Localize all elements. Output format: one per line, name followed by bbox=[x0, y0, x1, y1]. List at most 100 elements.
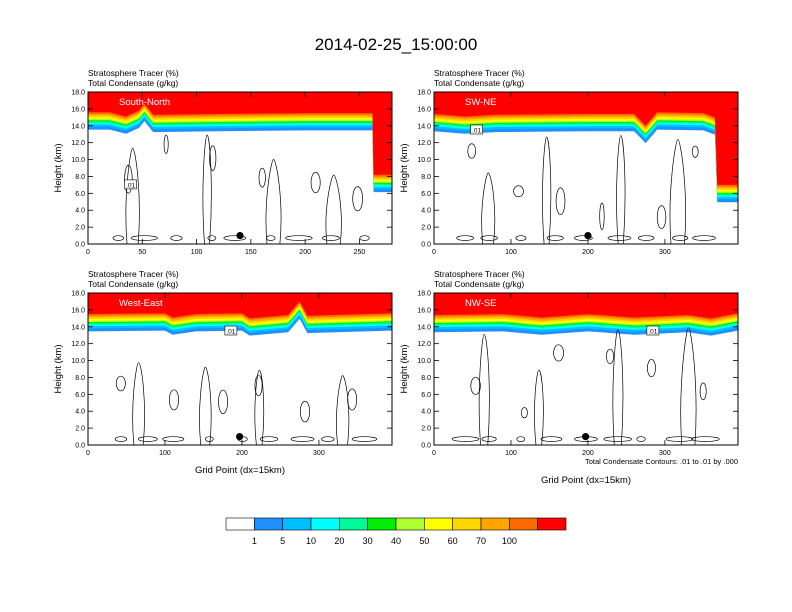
contour-blob bbox=[540, 436, 563, 442]
colorbar-swatch bbox=[282, 517, 312, 531]
colorbar-swatch bbox=[509, 517, 538, 531]
contour-column bbox=[481, 172, 496, 244]
x-tick-label: 200 bbox=[582, 249, 594, 256]
contour-cell bbox=[299, 400, 311, 423]
contour-label: .01 bbox=[226, 329, 235, 336]
y-tick-label: 10.0 bbox=[71, 358, 85, 365]
contour-column bbox=[132, 362, 145, 445]
y-tick-label: 16.0 bbox=[417, 307, 431, 314]
panel-title-line2: Total Condensate (g/kg) bbox=[434, 279, 524, 289]
plot-frame bbox=[433, 292, 739, 446]
x-tick-label: 200 bbox=[582, 450, 594, 457]
contour-cell bbox=[605, 348, 615, 364]
contour-blob bbox=[692, 235, 716, 241]
contour-label-box bbox=[124, 179, 137, 190]
x-tick-label: 0 bbox=[432, 450, 436, 457]
contour-blob bbox=[112, 235, 125, 241]
contour-blob bbox=[321, 436, 335, 442]
tracer-band-0 bbox=[434, 293, 738, 319]
colorbar-swatch bbox=[452, 517, 482, 531]
y-tick-label: 2.0 bbox=[421, 225, 431, 232]
y-tick-label: 6.0 bbox=[421, 392, 431, 399]
colorbar-label: 10 bbox=[306, 536, 316, 546]
contour-cell bbox=[254, 375, 263, 397]
y-tick-label: 8.0 bbox=[421, 174, 431, 181]
contour-cell bbox=[258, 167, 266, 188]
plot-frame bbox=[87, 91, 393, 245]
contour-label-box bbox=[470, 124, 483, 135]
y-tick-label: 4.0 bbox=[75, 409, 85, 416]
contour-label: .01 bbox=[472, 128, 481, 135]
contour-blob bbox=[603, 436, 633, 442]
y-tick-label: 16.0 bbox=[71, 307, 85, 314]
contour-column bbox=[254, 369, 265, 445]
location-marker bbox=[236, 231, 244, 240]
colorbar-swatch bbox=[225, 517, 255, 531]
y-tick-label: 2.0 bbox=[421, 426, 431, 433]
contour-blob bbox=[290, 436, 315, 442]
condensate-contours bbox=[114, 362, 378, 445]
x-tick-label: 100 bbox=[159, 450, 171, 457]
y-axis-label: Height (km) bbox=[399, 344, 410, 393]
contour-cell bbox=[647, 359, 656, 378]
figure-title: 2014-02-25_15:00:00 bbox=[315, 35, 478, 54]
contour-blob bbox=[607, 235, 632, 241]
contour-blob bbox=[114, 436, 128, 442]
tracer-band-0 bbox=[88, 293, 392, 319]
contour-blob bbox=[162, 436, 185, 442]
contour-blob bbox=[638, 235, 655, 241]
y-tick-label: 12.0 bbox=[71, 341, 85, 348]
contour-cell bbox=[209, 145, 217, 172]
y-tick-label: 4.0 bbox=[421, 208, 431, 215]
tracer-shading bbox=[88, 293, 392, 336]
contour-cell bbox=[470, 376, 481, 395]
contour-cell bbox=[347, 388, 358, 411]
colorbar-label: 5 bbox=[280, 536, 285, 546]
colorbar: 1 5 10 20 30 40 50 60 70 100 bbox=[225, 517, 567, 546]
y-tick-label: 0.0 bbox=[421, 242, 431, 249]
y-tick-label: 0.0 bbox=[421, 443, 431, 450]
panel-title-line1: Stratosphere Tracer (%) bbox=[434, 68, 525, 78]
contour-blob bbox=[451, 436, 480, 442]
y-tick-label: 12.0 bbox=[71, 140, 85, 147]
tracer-band-1 bbox=[434, 92, 738, 187]
x-tick-label: 0 bbox=[432, 249, 436, 256]
y-tick-label: 18.0 bbox=[71, 90, 85, 97]
contour-cell bbox=[553, 344, 564, 362]
panel-title-line2: Total Condensate (g/kg) bbox=[88, 279, 178, 289]
contour-column bbox=[199, 366, 212, 445]
panel-south-north: .01 0.0 2.0 4.0 6.0 8.0 10.0 12.0 14.0 16.0 18.0 0 5… bbox=[53, 68, 393, 256]
y-tick-label: 16.0 bbox=[71, 106, 85, 113]
y-tick-label: 14.0 bbox=[71, 123, 85, 130]
panel-west-east: .01 0.0 2.0 4.0 6.0 8.0 10.0 12.0 14.0 16.0 18.0 0 1… bbox=[53, 269, 393, 476]
contour-note: Total Condensate Contours: .01 to .01 by… bbox=[585, 457, 738, 466]
contour-blob bbox=[359, 235, 370, 241]
x-tick-label: 200 bbox=[236, 450, 248, 457]
y-tick-label: 2.0 bbox=[75, 426, 85, 433]
panel-direction-label: SW-NE bbox=[465, 97, 497, 108]
tracer-band-0 bbox=[434, 92, 738, 185]
y-tick-label: 12.0 bbox=[417, 140, 431, 147]
x-tick-label: 300 bbox=[313, 450, 325, 457]
contour-column bbox=[125, 147, 140, 244]
x-tick-label: 300 bbox=[659, 450, 671, 457]
x-axis-label: Grid Point (dx=15km) bbox=[195, 465, 285, 476]
colorbar-label: 40 bbox=[391, 536, 401, 546]
contour-blob bbox=[351, 436, 378, 442]
contour-blob bbox=[516, 436, 526, 442]
contour-column bbox=[478, 333, 490, 445]
colorbar-swatch bbox=[395, 517, 425, 531]
contour-blob bbox=[515, 235, 527, 241]
colorbar-label: 60 bbox=[448, 536, 458, 546]
panel-direction-label: South-North bbox=[119, 97, 170, 108]
panel-sw-ne: .01 0.0 2.0 4.0 6.0 8.0 10.0 12.0 14.0 16.0 18.0 0 1… bbox=[399, 68, 739, 256]
contour-blob bbox=[285, 235, 313, 241]
colorbar-swatch bbox=[254, 517, 283, 531]
x-tick-label: 200 bbox=[299, 249, 311, 256]
contour-column bbox=[680, 327, 697, 445]
colorbar-swatch bbox=[480, 517, 510, 531]
x-tick-label: 0 bbox=[86, 450, 90, 457]
panel-direction-label: NW-SE bbox=[465, 298, 497, 309]
contour-column bbox=[612, 328, 624, 445]
condensate-contours bbox=[112, 134, 370, 244]
